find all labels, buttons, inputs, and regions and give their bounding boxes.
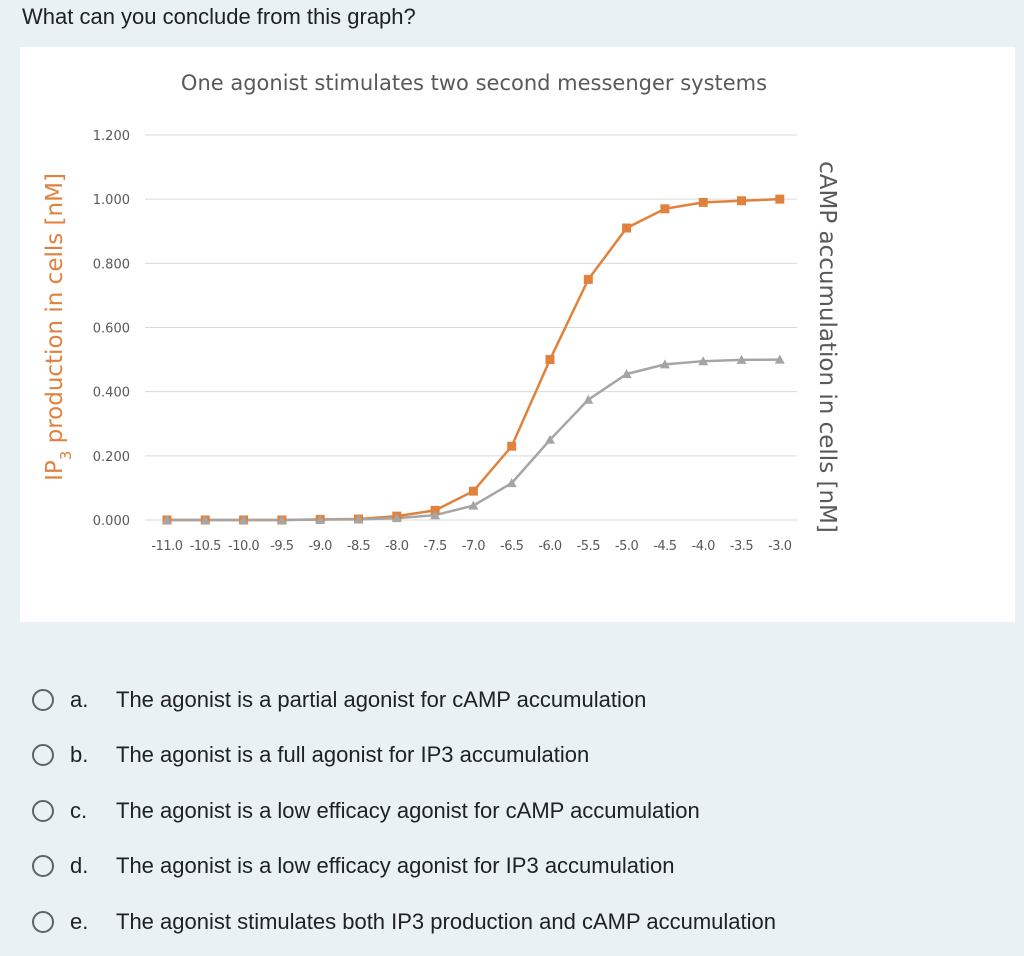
x-tick-label: -5.5 xyxy=(577,539,601,554)
data-point xyxy=(506,478,517,488)
x-tick-label: -9.0 xyxy=(309,539,333,554)
answer-options: a. The agonist is a partial agonist for c… xyxy=(32,672,776,950)
data-point xyxy=(736,354,747,364)
data-point xyxy=(391,513,402,523)
data-point xyxy=(353,514,364,524)
x-tick-label: -5.0 xyxy=(615,539,639,554)
x-tick-label: -4.0 xyxy=(692,539,716,554)
data-point xyxy=(583,394,594,404)
data-point xyxy=(545,434,555,444)
y-tick-label: 0.600 xyxy=(93,322,130,337)
option-d[interactable]: d. The agonist is a low efficacy agonist … xyxy=(32,839,776,895)
x-tick-label: -10.5 xyxy=(190,539,221,554)
option-text: The agonist stimulates both IP3 producti… xyxy=(116,908,776,934)
option-b[interactable]: b. The agonist is a full agonist for IP3 … xyxy=(32,728,776,784)
radio-button[interactable] xyxy=(32,744,54,767)
chart-title: One agonist stimulates two second messen… xyxy=(181,71,767,95)
data-point xyxy=(162,515,172,524)
x-tick-label: -11.0 xyxy=(151,539,182,554)
data-point xyxy=(660,204,670,214)
y-tick-label: 0.200 xyxy=(93,450,130,465)
data-point xyxy=(468,486,478,496)
x-tick-label: -7.0 xyxy=(462,539,486,554)
y-tick-label: 0.800 xyxy=(93,257,130,272)
option-a[interactable]: a. The agonist is a partial agonist for c… xyxy=(32,672,776,728)
data-point xyxy=(698,197,708,207)
x-tick-label: -3.0 xyxy=(768,539,792,554)
option-text: The agonist is a low efficacy agonist fo… xyxy=(116,853,675,879)
option-letter: e. xyxy=(70,908,89,934)
data-point xyxy=(622,223,632,233)
x-tick-label: -6.5 xyxy=(500,539,524,554)
series-line xyxy=(167,358,780,522)
x-tick-label: -8.5 xyxy=(347,539,371,554)
data-point xyxy=(774,354,785,364)
data-point xyxy=(430,510,441,520)
data-point xyxy=(545,355,555,365)
radio-button[interactable] xyxy=(32,799,54,822)
option-letter: c. xyxy=(70,797,88,823)
data-point xyxy=(200,515,211,524)
x-tick-label: -7.5 xyxy=(423,539,447,554)
data-point xyxy=(507,441,517,451)
data-point xyxy=(276,515,287,524)
option-text: The agonist is a low efficacy agonist fo… xyxy=(116,797,700,823)
data-point xyxy=(468,500,479,510)
x-tick-label: -9.5 xyxy=(270,539,294,554)
data-point xyxy=(315,514,326,524)
y-tick-label: 0.000 xyxy=(93,514,130,529)
radio-button[interactable] xyxy=(32,910,54,933)
x-tick-label: -4.5 xyxy=(653,539,677,554)
option-text: The agonist is a full agonist for IP3 ac… xyxy=(116,742,590,768)
option-letter: a. xyxy=(70,686,89,712)
option-letter: b. xyxy=(70,742,89,768)
data-point xyxy=(238,515,249,524)
data-point xyxy=(583,274,593,284)
y-tick-label: 0.400 xyxy=(93,386,130,401)
x-tick-label: -8.0 xyxy=(385,539,409,554)
data-point xyxy=(737,196,746,206)
y-tick-label: 1.000 xyxy=(93,193,130,208)
data-point xyxy=(775,194,785,204)
option-letter: d. xyxy=(70,853,89,879)
option-text: The agonist is a partial agonist for cAM… xyxy=(116,686,647,712)
data-point xyxy=(621,369,632,379)
x-tick-label: -3.5 xyxy=(730,539,754,554)
data-point xyxy=(698,356,709,366)
y-tick-label: 1.200 xyxy=(93,129,130,144)
x-tick-label: -10.0 xyxy=(228,539,259,554)
option-e[interactable]: e. The agonist stimulates both IP3 produc… xyxy=(32,894,776,950)
radio-button[interactable] xyxy=(32,855,54,878)
chart-panel: One agonist stimulates two second messen… xyxy=(20,47,1015,622)
right-axis-label: cAMP accumulation in cells [nM] xyxy=(814,161,840,533)
series-line xyxy=(167,197,780,522)
chart: One agonist stimulates two second messen… xyxy=(42,71,840,554)
radio-button[interactable] xyxy=(32,688,54,711)
option-c[interactable]: c. The agonist is a low efficacy agonist … xyxy=(32,783,776,839)
data-point xyxy=(659,359,670,369)
question-text: What can you conclude from this graph? xyxy=(22,4,416,29)
left-axis-label: IP3 production in cells [nM] xyxy=(42,173,75,481)
x-tick-label: -6.0 xyxy=(538,539,562,554)
